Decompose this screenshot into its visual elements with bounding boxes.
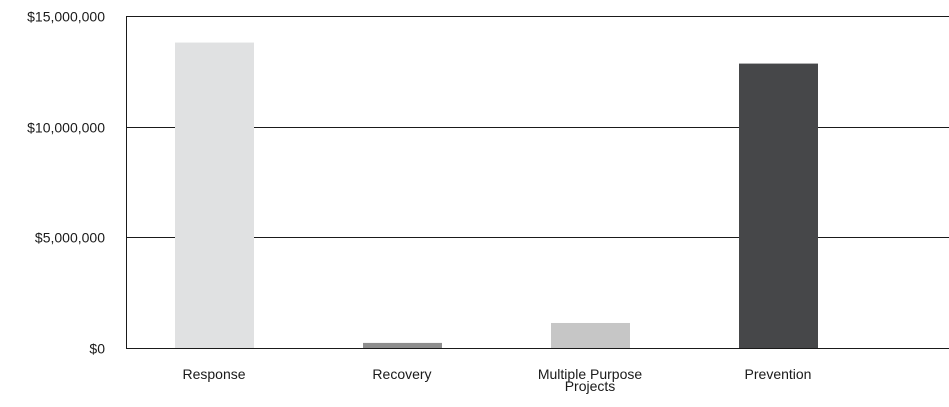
y-tick-label: $10,000,000	[27, 120, 105, 136]
bar-1	[363, 342, 442, 348]
bar-0	[175, 42, 254, 349]
x-tick-label: Response	[182, 366, 245, 382]
x-tick-label: Multiple Purpose	[538, 366, 642, 382]
x-tick-label: Projects	[565, 378, 616, 394]
bar-2	[551, 322, 630, 348]
y-tick-label: $15,000,000	[27, 9, 105, 25]
bar-3	[739, 63, 818, 348]
x-tick-label: Prevention	[745, 366, 812, 382]
y-tick-label: $0	[89, 341, 105, 357]
y-tick-label: $5,000,000	[35, 230, 105, 246]
x-tick-label: Recovery	[372, 366, 431, 382]
